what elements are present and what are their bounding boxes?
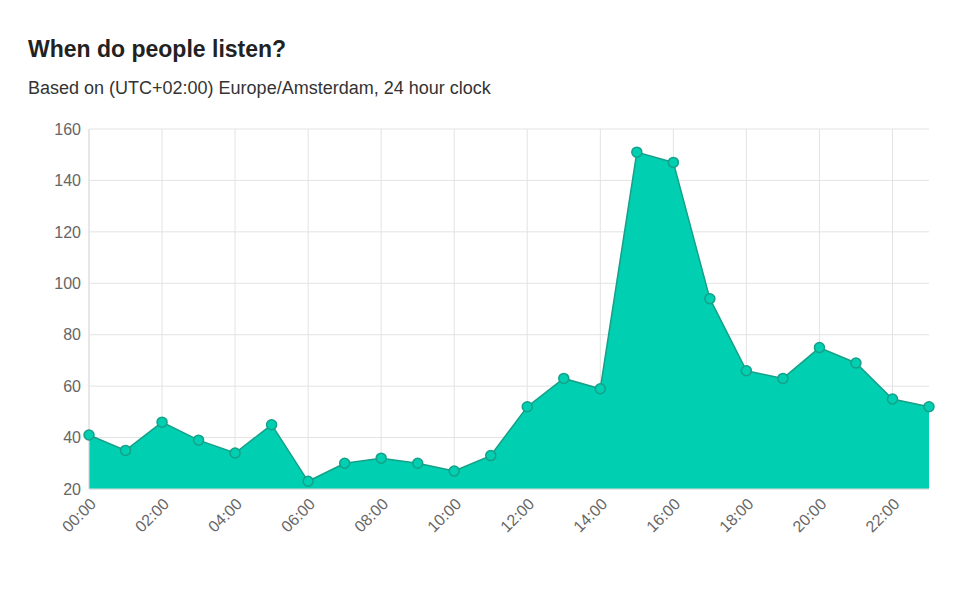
svg-text:20:00: 20:00 [789, 495, 829, 535]
svg-text:00:00: 00:00 [59, 495, 99, 535]
svg-text:16:00: 16:00 [643, 495, 683, 535]
svg-text:22:00: 22:00 [862, 495, 902, 535]
html-text:When do people listen?: When do people listen? [28, 36, 287, 62]
svg-text:12:00: 12:00 [497, 495, 537, 535]
svg-text:40: 40 [63, 429, 81, 446]
svg-text:18:00: 18:00 [716, 495, 756, 535]
html-text:Based on (UTC+02:00) Europe/Am: Based on (UTC+02:00) Europe/Amsterdam, 2… [28, 78, 491, 98]
svg-text:100: 100 [54, 275, 81, 292]
svg-text:08:00: 08:00 [351, 495, 391, 535]
svg-text:06:00: 06:00 [278, 495, 318, 535]
svg-text:160: 160 [54, 121, 81, 138]
svg-text:60: 60 [63, 378, 81, 395]
svg-text:14:00: 14:00 [570, 495, 610, 535]
svg-text:20: 20 [63, 481, 81, 498]
svg-text:02:00: 02:00 [132, 495, 172, 535]
svg-text:10:00: 10:00 [424, 495, 464, 535]
svg-text:120: 120 [54, 224, 81, 241]
svg-text:140: 140 [54, 172, 81, 189]
svg-text:04:00: 04:00 [205, 495, 245, 535]
svg-text:80: 80 [63, 326, 81, 343]
